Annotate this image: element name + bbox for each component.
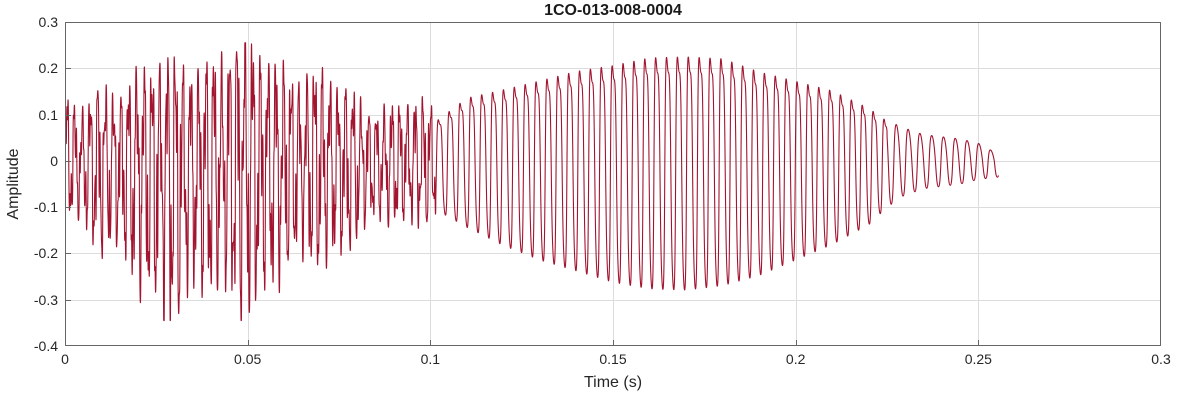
plot-area <box>65 22 1161 346</box>
y-tick-label: -0.4 <box>33 338 58 354</box>
waveform-canvas <box>65 22 1161 346</box>
x-tick-label: 0.3 <box>1151 351 1171 367</box>
x-tick-label: 0.1 <box>420 351 441 367</box>
y-axis-label: Amplitude <box>5 148 22 220</box>
y-tick-label: 0.2 <box>38 60 58 77</box>
x-tick-label: 0.25 <box>964 351 992 367</box>
x-tick-label: 0.15 <box>599 351 627 367</box>
chart-title: 1CO-013-008-0004 <box>544 2 682 19</box>
y-tick-label: -0.3 <box>33 291 58 308</box>
x-axis-label: Time (s) <box>583 374 643 391</box>
x-tick-label: 0.05 <box>234 351 262 367</box>
x-tick-label: 0.2 <box>785 351 806 367</box>
x-tick-label: 0 <box>61 351 69 367</box>
y-tick-label: 0.3 <box>38 14 58 30</box>
